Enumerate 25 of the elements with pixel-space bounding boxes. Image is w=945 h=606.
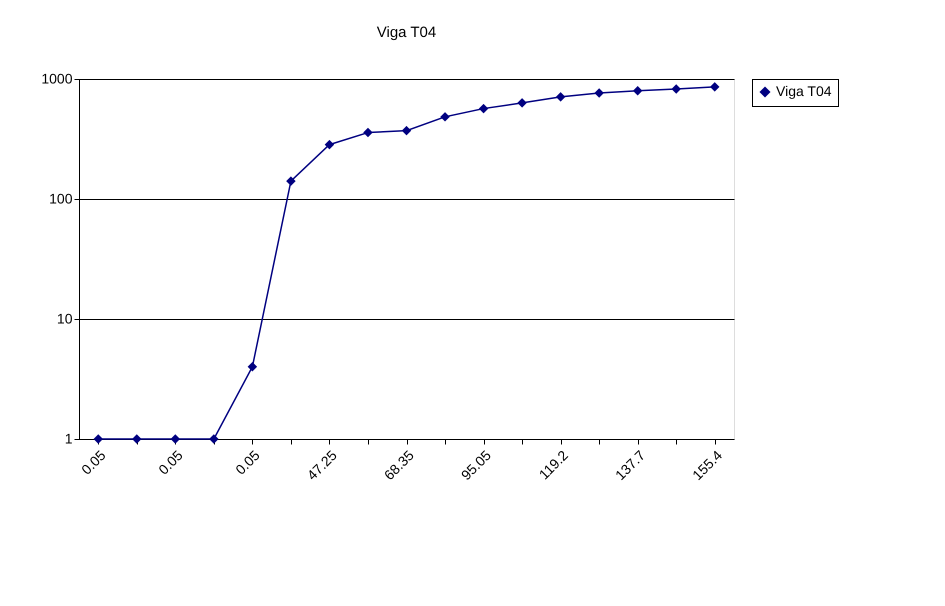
- point: [517, 98, 527, 108]
- point: [209, 434, 219, 444]
- point: [594, 88, 604, 98]
- x-tick-label: 0.05: [232, 446, 263, 478]
- point: [402, 126, 412, 136]
- point: [632, 86, 642, 96]
- x-tick-label: 0.05: [155, 446, 186, 478]
- point: [132, 434, 142, 444]
- chart-title: Viga T04: [376, 24, 436, 41]
- point: [324, 140, 334, 150]
- point: [286, 176, 296, 186]
- legend-label: Viga T04: [776, 83, 832, 99]
- point: [556, 92, 566, 102]
- point: [478, 104, 488, 114]
- point: [248, 362, 258, 372]
- y-tick-label: 1: [64, 430, 73, 446]
- point: [170, 434, 180, 444]
- point: [710, 82, 720, 92]
- point: [671, 84, 681, 94]
- y-tick-label: 1000: [41, 70, 73, 86]
- point: [363, 128, 373, 138]
- y-tick-label: 10: [56, 310, 73, 326]
- point: [94, 434, 104, 444]
- point: [440, 112, 450, 122]
- y-tick-label: 100: [49, 190, 73, 206]
